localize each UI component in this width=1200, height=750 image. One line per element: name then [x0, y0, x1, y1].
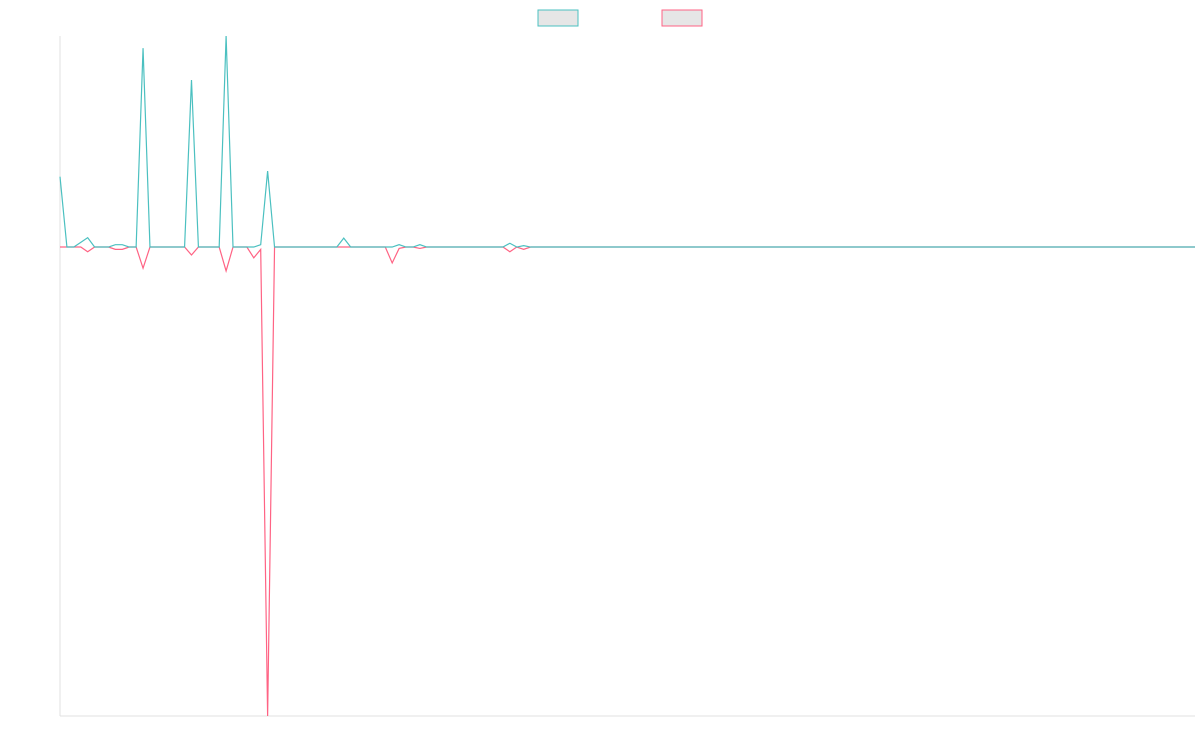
legend-swatch	[661, 9, 703, 27]
series-line	[59, 35, 1195, 248]
series-line	[60, 246, 1195, 717]
legend-swatch	[537, 9, 579, 27]
